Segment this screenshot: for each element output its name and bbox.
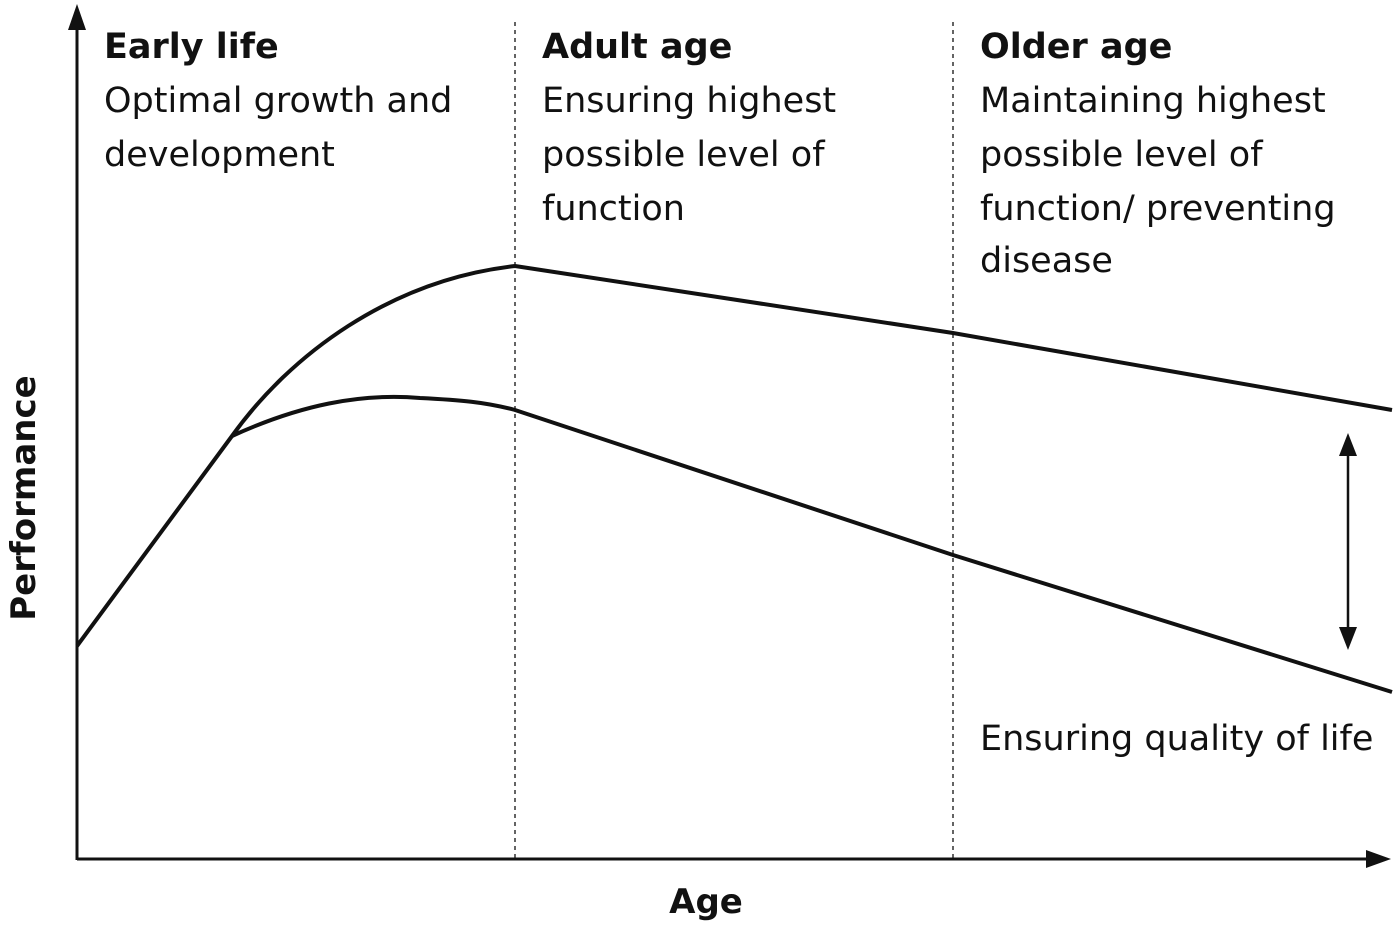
stage-older-age-heading: Older age [980,27,1173,67]
stage-older-age-description-line: disease [980,241,1113,281]
quality-of-life-annotation: Ensuring quality of life [980,719,1374,759]
gap-arrow-head-top [1339,433,1357,456]
stage-adult-age-description-line: Ensuring highest [542,81,837,121]
optimal-performance-curve [75,264,1393,648]
stage-adult-age-heading: Adult age [542,27,733,67]
stage-adult-age-description-line: function [542,189,685,229]
y-axis-arrowhead [68,4,86,30]
stage-early-life-heading: Early life [104,27,279,67]
stage-older-age-description-line: Maintaining highest [980,81,1326,121]
stage-older-age-description-line: possible level of [980,135,1263,175]
stage-early-life-description-line: development [104,135,335,175]
suboptimal-performance-curve [231,394,1393,694]
stage-older-age-description-line: function/ preventing [980,189,1336,229]
x-axis-arrowhead [1366,850,1391,868]
stage-adult-age-description-line: possible level of [542,135,825,175]
gap-arrow-head-bottom [1339,627,1357,650]
x-axis-label: Age [669,882,743,922]
stage-early-life-description-line: Optimal growth and [104,81,453,121]
y-axis-label: Performance [4,375,44,621]
